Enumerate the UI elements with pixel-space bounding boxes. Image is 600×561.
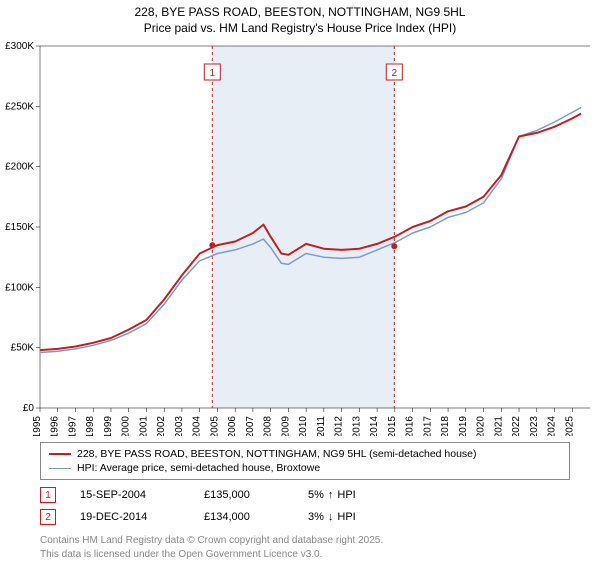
legend-label: HPI: Average price, semi-detached house,…: [77, 462, 320, 474]
footer-attribution: Contains HM Land Registry data © Crown c…: [40, 534, 570, 561]
svg-text:2003: 2003: [174, 416, 185, 436]
svg-text:2007: 2007: [245, 416, 256, 436]
legend-item: HPI: Average price, semi-detached house,…: [49, 461, 561, 475]
event-date: 15-SEP-2004: [80, 489, 180, 501]
svg-text:2008: 2008: [263, 416, 274, 436]
legend-label: 228, BYE PASS ROAD, BEESTON, NOTTINGHAM,…: [77, 448, 477, 460]
arrow-down-icon: ↓: [328, 511, 334, 523]
svg-text:£200K: £200K: [5, 162, 34, 173]
svg-text:1995: 1995: [32, 416, 43, 436]
svg-text:2021: 2021: [493, 416, 504, 436]
svg-text:£300K: £300K: [5, 41, 34, 52]
title-line1: 228, BYE PASS ROAD, BEESTON, NOTTINGHAM,…: [0, 4, 600, 20]
svg-text:2002: 2002: [156, 416, 167, 436]
event-price: £134,000: [204, 511, 284, 523]
chart-title-block: 228, BYE PASS ROAD, BEESTON, NOTTINGHAM,…: [0, 0, 600, 36]
svg-text:2012: 2012: [334, 416, 345, 436]
svg-text:2015: 2015: [387, 416, 398, 436]
svg-text:1997: 1997: [67, 416, 78, 436]
svg-text:2001: 2001: [138, 416, 149, 436]
line-chart: £0 £50K £100K £150K £200K £250K £300K 1995 1996 1…: [0, 36, 600, 436]
event-table: 1 15-SEP-2004 £135,000 5%↑HPI 2 19-DEC-2014 £1…: [40, 484, 570, 528]
svg-text:£250K: £250K: [5, 102, 34, 113]
event-marker-box: 2: [40, 509, 56, 525]
svg-text:2000: 2000: [121, 416, 132, 436]
arrow-up-icon: ↑: [328, 489, 334, 501]
event-row: 1 15-SEP-2004 £135,000 5%↑HPI: [40, 484, 570, 506]
svg-text:1996: 1996: [50, 416, 61, 436]
svg-text:£50K: £50K: [11, 343, 35, 354]
svg-text:2018: 2018: [440, 416, 451, 436]
legend-swatch: [49, 453, 71, 455]
svg-text:2013: 2013: [351, 416, 362, 436]
event-marker-box: 1: [40, 487, 56, 503]
svg-text:2025: 2025: [564, 416, 575, 436]
svg-text:1999: 1999: [103, 416, 114, 436]
svg-text:2020: 2020: [476, 416, 487, 436]
svg-text:2024: 2024: [547, 416, 558, 436]
svg-text:1: 1: [209, 68, 215, 79]
svg-text:2009: 2009: [280, 416, 291, 436]
svg-text:2010: 2010: [298, 416, 309, 436]
event-row: 2 19-DEC-2014 £134,000 3%↓HPI: [40, 506, 570, 528]
svg-text:2014: 2014: [369, 416, 380, 436]
svg-text:£100K: £100K: [5, 283, 34, 294]
footer-line1: Contains HM Land Registry data © Crown c…: [40, 534, 570, 548]
svg-text:1998: 1998: [85, 416, 96, 436]
chart-svg: £0 £50K £100K £150K £200K £250K £300K 1995 1996 1…: [0, 36, 600, 436]
svg-text:2011: 2011: [316, 416, 327, 436]
legend-swatch: [49, 468, 71, 469]
legend-item: 228, BYE PASS ROAD, BEESTON, NOTTINGHAM,…: [49, 447, 561, 461]
title-line2: Price paid vs. HM Land Registry's House …: [0, 20, 600, 36]
svg-text:2019: 2019: [458, 416, 469, 436]
svg-text:£150K: £150K: [5, 222, 34, 233]
svg-text:2004: 2004: [192, 416, 203, 436]
svg-text:2022: 2022: [511, 416, 522, 436]
svg-text:2: 2: [392, 68, 398, 79]
svg-text:2006: 2006: [227, 416, 238, 436]
chart-legend: 228, BYE PASS ROAD, BEESTON, NOTTINGHAM,…: [40, 442, 570, 480]
svg-text:2017: 2017: [422, 416, 433, 436]
footer-line2: This data is licensed under the Open Gov…: [40, 548, 570, 561]
event-price: £135,000: [204, 489, 284, 501]
event-date: 19-DEC-2014: [80, 511, 180, 523]
event-diff: 3%↓HPI: [308, 511, 356, 523]
svg-text:2016: 2016: [405, 416, 416, 436]
svg-text:£0: £0: [23, 403, 35, 414]
svg-text:2005: 2005: [209, 416, 220, 436]
svg-text:2023: 2023: [529, 416, 540, 436]
event-diff: 5%↑HPI: [308, 489, 356, 501]
